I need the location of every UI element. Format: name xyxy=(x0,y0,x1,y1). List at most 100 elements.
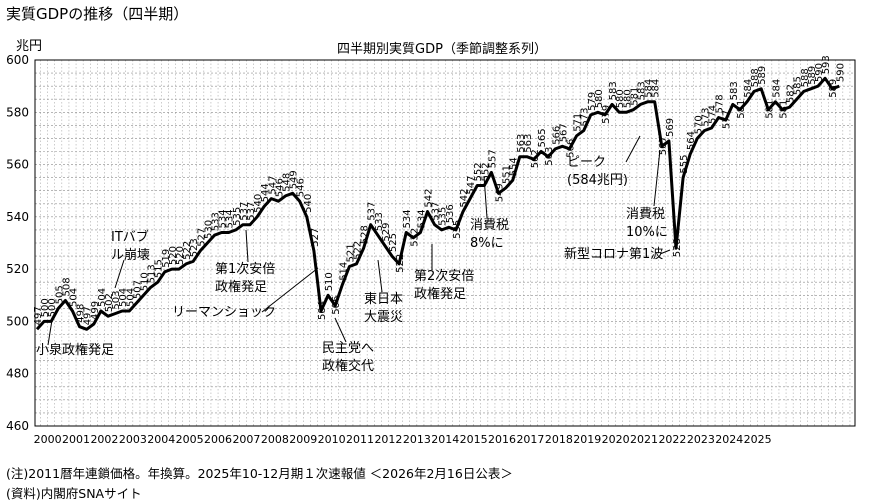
x-tick-label: 2014 xyxy=(431,433,459,446)
data-label: 533 xyxy=(374,212,385,231)
x-tick-label: 2021 xyxy=(630,433,658,446)
y-tick-label: 480 xyxy=(6,367,29,381)
page-title: 実質GDPの推移（四半期） xyxy=(6,5,189,23)
data-label: 580 xyxy=(594,89,605,108)
footnote: (注)2011暦年連鎖価格。年換算。2025年10-12月期１次速報値 ＜202… xyxy=(6,466,513,481)
annotation-label-line: 政権発足 xyxy=(414,286,466,302)
annotation-label: 新型コロナ第1波 xyxy=(564,246,663,262)
annotation-label: 第2次安倍政権発足 xyxy=(414,268,474,302)
x-tick-label: 2007 xyxy=(232,433,260,446)
data-label: 528 xyxy=(672,238,683,257)
annotation-label-line: ル崩壊 xyxy=(111,248,150,263)
annotation-label: 第1次安倍政権発足 xyxy=(215,261,275,295)
data-label: 502 xyxy=(104,293,115,312)
y-tick-label: 580 xyxy=(6,105,29,119)
data-label: 584 xyxy=(743,79,754,98)
data-label: 503 xyxy=(111,291,122,310)
data-label: 581 xyxy=(629,87,640,106)
x-tick-label: 2018 xyxy=(545,433,573,446)
annotation-label-line: 東日本 xyxy=(364,291,403,307)
data-label: 520 xyxy=(175,246,186,265)
data-label: 573 xyxy=(700,108,711,127)
x-tick-label: 2003 xyxy=(119,433,147,446)
data-label: 515 xyxy=(154,259,165,278)
data-label: 519 xyxy=(161,249,172,268)
data-label: 548 xyxy=(282,173,293,192)
x-tick-label: 2008 xyxy=(261,433,289,446)
data-label: 581 xyxy=(779,100,790,119)
data-label: 507 xyxy=(132,280,143,299)
annotation-label: 民主党へ政権交代 xyxy=(322,341,374,374)
annotation-label-line: ピーク xyxy=(567,155,606,170)
data-label: 563 xyxy=(523,134,534,153)
data-label: 500 xyxy=(40,298,51,317)
data-label: 510 xyxy=(324,272,335,291)
data-label: 579 xyxy=(587,92,598,111)
annotation-leader-line xyxy=(625,135,641,163)
y-tick-label: 600 xyxy=(6,53,29,67)
x-tick-label: 2004 xyxy=(147,433,175,446)
annotation-leader-line xyxy=(659,249,671,255)
data-label: 532 xyxy=(409,228,420,247)
annotation-leader-line xyxy=(653,149,661,207)
data-label: 535 xyxy=(232,207,243,226)
data-label: 504 xyxy=(118,288,129,307)
data-label: 563 xyxy=(516,134,527,153)
data-label: 581 xyxy=(736,100,747,119)
data-label: 533 xyxy=(211,212,222,231)
data-label: 582 xyxy=(786,84,797,103)
data-label: 555 xyxy=(679,155,690,174)
data-label: 527 xyxy=(196,228,207,247)
annotation-label: 小泉政権発足 xyxy=(36,342,114,358)
annotation-label-line: 新型コロナ第1波 xyxy=(564,246,663,262)
data-label: 537 xyxy=(367,202,378,221)
data-label: 588 xyxy=(750,68,761,87)
data-label: 574 xyxy=(708,105,719,124)
x-tick-label: 2009 xyxy=(289,433,317,446)
annotation-label-line: 大震災 xyxy=(364,310,403,325)
data-label: 504 xyxy=(69,288,80,307)
data-label: 537 xyxy=(246,202,257,221)
data-label: 500 xyxy=(47,298,58,317)
data-label: 497 xyxy=(33,306,44,325)
annotation-label-line: 8%に xyxy=(470,236,504,251)
data-label: 578 xyxy=(715,94,726,113)
data-label: 529 xyxy=(381,223,392,242)
data-label: 590 xyxy=(814,63,825,82)
annotation-label-line: (584兆円) xyxy=(567,173,628,188)
data-label: 534 xyxy=(218,209,229,228)
data-label: 527 xyxy=(310,228,321,247)
annotation-leader-line xyxy=(377,259,383,293)
annotation-label-line: 政権交代 xyxy=(322,358,374,374)
annotation-label-line: 小泉政権発足 xyxy=(36,342,114,358)
data-label: 522 xyxy=(395,254,406,273)
x-tick-label: 2017 xyxy=(516,433,544,446)
x-tick-label: 2020 xyxy=(602,433,630,446)
data-label: 580 xyxy=(622,89,633,108)
x-tick-label: 2006 xyxy=(204,433,232,446)
data-label: 544 xyxy=(260,183,271,202)
data-label: 584 xyxy=(771,79,782,98)
data-label: 589 xyxy=(757,66,768,85)
plot-frame xyxy=(34,59,856,427)
data-label: 514 xyxy=(338,262,349,281)
data-label: 589 xyxy=(828,79,839,98)
source-note: (資料)内閣府SNAサイト xyxy=(6,486,142,501)
x-tick-label: 2019 xyxy=(573,433,601,446)
data-label: 523 xyxy=(189,238,200,257)
y-tick-label: 540 xyxy=(6,210,29,224)
data-label: 530 xyxy=(203,220,214,239)
data-label: 535 xyxy=(452,220,463,239)
data-label: 584 xyxy=(644,79,655,98)
x-tick-label: 2016 xyxy=(488,433,516,446)
x-tick-label: 2025 xyxy=(744,433,772,446)
data-label: 590 xyxy=(835,63,846,82)
data-label: 551 xyxy=(502,165,513,184)
data-label: 535 xyxy=(438,207,449,226)
data-label: 547 xyxy=(267,176,278,195)
data-label: 557 xyxy=(487,149,498,168)
data-label: 537 xyxy=(239,202,250,221)
y-tick-label: 500 xyxy=(6,314,29,328)
annotation-leader-line xyxy=(334,317,347,343)
